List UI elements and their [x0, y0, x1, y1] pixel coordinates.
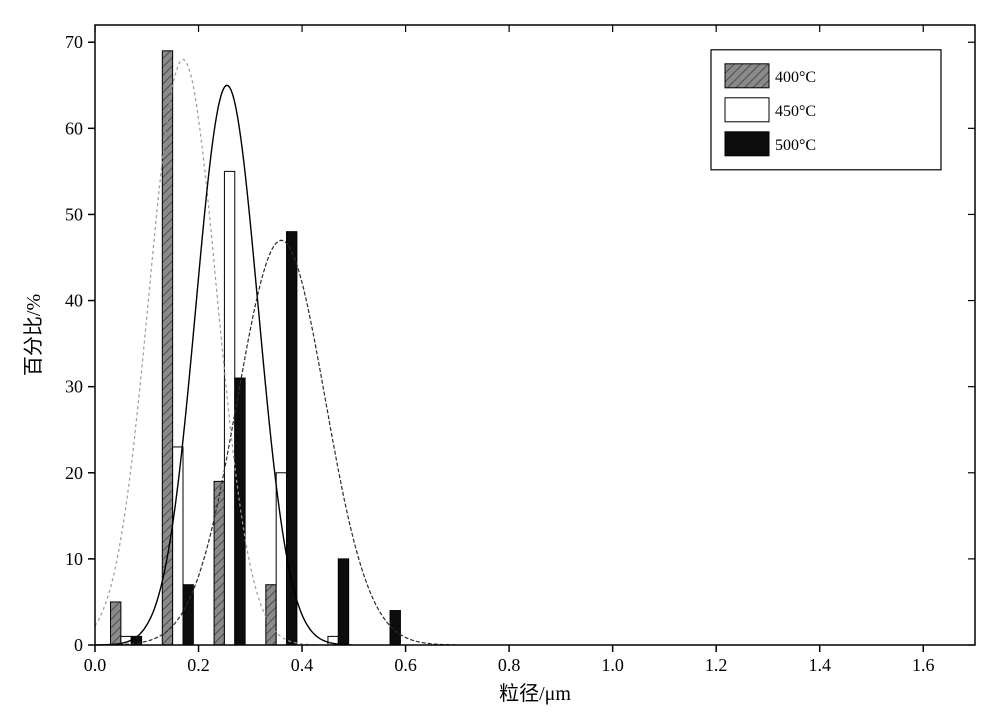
y-tick-label: 60 — [65, 118, 83, 138]
legend-swatch-0 — [725, 64, 769, 88]
legend-label-1: 450°C — [775, 103, 816, 120]
x-tick-label: 1.6 — [912, 655, 935, 675]
y-axis-label: 百分比/% — [22, 294, 45, 376]
bar-series-0 — [214, 481, 224, 645]
x-tick-label: 1.4 — [808, 655, 831, 675]
x-tick-label: 0.8 — [498, 655, 521, 675]
legend-label-2: 500°C — [775, 137, 816, 154]
y-tick-label: 20 — [65, 463, 83, 483]
bar-series-2 — [235, 378, 245, 645]
legend-swatch-2 — [725, 132, 769, 156]
bar-series-2 — [338, 559, 348, 645]
legend-swatch-1 — [725, 98, 769, 122]
legend-label-0: 400°C — [775, 69, 816, 86]
y-tick-label: 0 — [74, 635, 83, 655]
x-axis-label: 粒径/μm — [499, 682, 571, 705]
x-tick-label: 0.0 — [84, 655, 107, 675]
chart-svg: 0.0 0.2 0.4 0.6 0.8 1.0 1.2 1.4 1.6 0 10 20 30 40 50 60… — [0, 0, 1000, 722]
y-tick-label: 40 — [65, 291, 83, 311]
y-tick-label: 30 — [65, 377, 83, 397]
x-tick-label: 0.4 — [291, 655, 314, 675]
bar-series-0 — [266, 585, 276, 645]
x-tick-label: 1.2 — [705, 655, 728, 675]
bar-series-1 — [224, 171, 234, 645]
x-tick-label: 0.6 — [394, 655, 417, 675]
x-tick-label: 1.0 — [601, 655, 624, 675]
y-tick-label: 70 — [65, 32, 83, 52]
y-tick-label: 10 — [65, 549, 83, 569]
y-tick-label: 50 — [65, 204, 83, 224]
bar-series-0 — [111, 602, 121, 645]
chart-container: 0.0 0.2 0.4 0.6 0.8 1.0 1.2 1.4 1.6 0 10 20 30 40 50 60… — [0, 0, 1000, 722]
x-tick-label: 0.2 — [187, 655, 210, 675]
